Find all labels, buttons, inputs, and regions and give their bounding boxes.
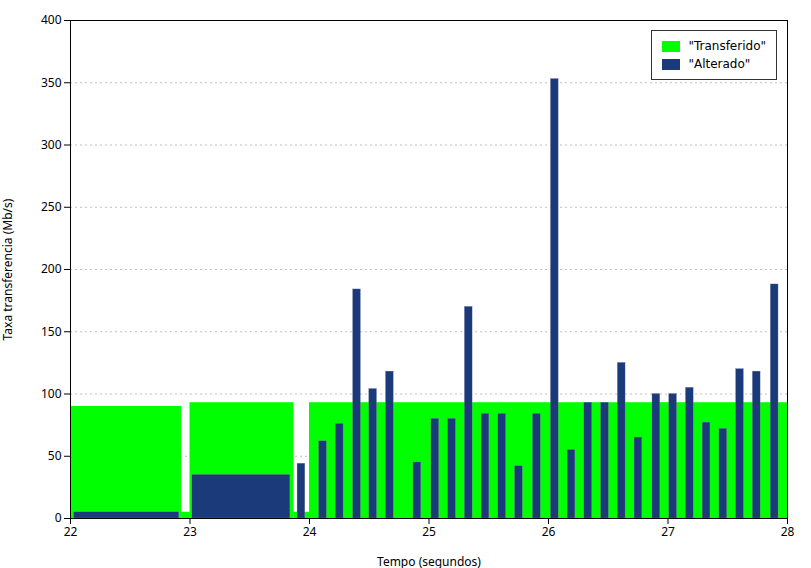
svg-text:26: 26 (542, 523, 556, 540)
svg-text:Tempo (segundos): Tempo (segundos) (377, 553, 481, 568)
svg-text:0: 0 (55, 509, 62, 526)
svg-text:28: 28 (781, 523, 795, 540)
svg-text:300: 300 (41, 136, 62, 153)
svg-text:250: 250 (41, 198, 62, 215)
html-text:"Alterado": "Alterado" (688, 57, 751, 71)
svg-text:24: 24 (303, 523, 317, 540)
svg-text:Taxa transferencia (Mb/s): Taxa transferencia (Mb/s) (0, 198, 16, 340)
svg-text:150: 150 (41, 323, 62, 340)
svg-text:350: 350 (41, 74, 62, 91)
svg-text:400: 400 (41, 11, 62, 28)
svg-text:200: 200 (41, 260, 62, 277)
svg-text:100: 100 (41, 385, 62, 402)
html-text:"Transferido": "Transferido" (688, 39, 766, 53)
svg-text:50: 50 (48, 447, 62, 464)
svg-text:27: 27 (661, 523, 675, 540)
svg-text:22: 22 (64, 523, 78, 540)
svg-text:23: 23 (183, 523, 197, 540)
svg-text:25: 25 (422, 523, 436, 540)
